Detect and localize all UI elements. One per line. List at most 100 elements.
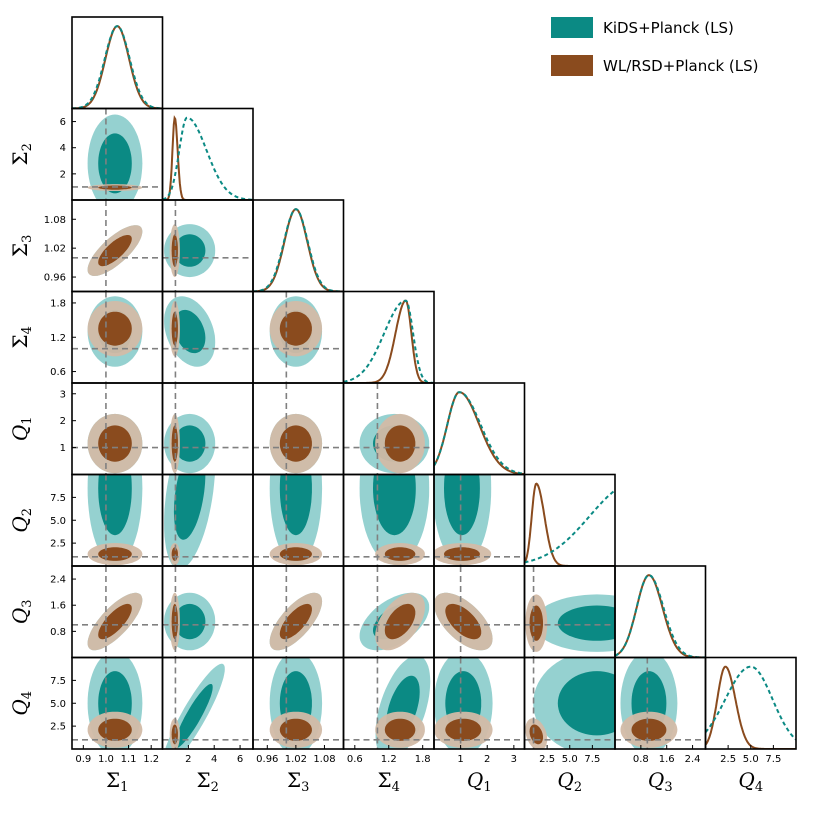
contour-panel-Q1-Q4 [434, 657, 525, 749]
y-tick-label-S3: 0.96 [44, 273, 66, 284]
contour-panel-S4-Q2 [343, 474, 434, 566]
wl-marginal-Q2 [524, 482, 615, 566]
x-axis-label-Q2: Q2 [557, 768, 582, 795]
wl-inner-contour-S3-Q3 [279, 603, 312, 640]
wl-inner-contour-S3-Q2 [279, 547, 312, 561]
kids-marginal-S4 [343, 299, 434, 383]
wl-marginal-S2 [162, 115, 253, 200]
y-tick-label-S3: 1.02 [44, 244, 66, 255]
panel-frame-S3-S3 [252, 199, 345, 293]
y-tick-label-Q4: 5.0 [50, 699, 66, 710]
kids-inner-contour-S2-S3 [173, 234, 206, 267]
wl-inner-contour-Q1-Q3 [445, 603, 482, 640]
x-axis-label-S1: Σ1 [106, 768, 128, 795]
wl-inner-contour-Q2-Q3 [529, 605, 543, 641]
y-tick-label-S3: 1.08 [44, 215, 66, 226]
x-tick-label-S2: 4 [211, 754, 217, 765]
marginal-panel-S3 [253, 208, 344, 292]
marginal-panel-Q1 [434, 391, 525, 475]
x-tick-label-Q3: 0.8 [633, 754, 649, 765]
panel-frame-Q4-Q4 [704, 656, 797, 750]
wl-inner-contour-S1-S4 [98, 311, 132, 346]
contour-panel-Q2-Q4 [524, 657, 615, 749]
wl-inner-contour-S3-Q1 [279, 425, 312, 462]
kids-marginal-S1 [72, 25, 163, 109]
kids-marginal-Q4 [705, 665, 796, 741]
contour-panel-S3-Q1 [253, 383, 344, 475]
panel-frame-Q3-Q3 [614, 565, 707, 659]
y-tick-label-Q2: 2.5 [50, 539, 66, 550]
wl-inner-contour-S1-Q4 [98, 718, 132, 741]
x-tick-label-S2: 6 [237, 754, 243, 765]
kids-marginal-Q2 [524, 489, 615, 564]
y-tick-label-Q1: 2 [60, 416, 66, 427]
x-tick-label-Q3: 1.6 [659, 754, 675, 765]
contour-panel-S3-S4 [253, 291, 344, 383]
kids-inner-contour-S2-S4 [173, 309, 206, 354]
wl-inner-contour-S4-Q4 [384, 718, 416, 741]
kids-marginal-Q3 [615, 574, 706, 658]
x-axis-label-S4: Σ4 [378, 768, 400, 795]
kids-inner-contour-Q2-Q3 [557, 605, 615, 641]
kids-inner-contour-S3-Q2 [279, 474, 312, 536]
contour-panel-S1-Q1 [72, 383, 163, 475]
marginal-panel-Q4 [705, 665, 796, 749]
contour-panel-S4-Q3 [343, 566, 434, 658]
wl-inner-contour-S1-Q2 [98, 547, 132, 561]
contour-panel-S1-S3 [72, 200, 163, 292]
y-tick-label-S2: 2 [60, 169, 66, 180]
x-tick-label-S1: 1.0 [98, 754, 114, 765]
y-tick-label-Q3: 2.4 [50, 575, 66, 586]
wl-inner-contour-Q3-Q4 [631, 718, 667, 741]
contour-panel-Q2-Q3 [524, 566, 615, 658]
kids-inner-contour-Q2-Q4 [557, 671, 615, 736]
marginal-panel-S4 [343, 299, 434, 383]
contour-panel-S3-Q4 [253, 657, 344, 749]
wl-inner-contour-S4-Q3 [384, 603, 416, 640]
y-axis-label-Q4: Q4 [8, 691, 35, 716]
marginal-panel-Q2 [524, 482, 615, 566]
y-axis-label-Q1: Q1 [8, 416, 35, 441]
kids-inner-contour-S4-Q2 [373, 474, 416, 536]
kids-inner-contour-Q1-Q2 [444, 474, 480, 536]
legend-label-0: KiDS+Planck (LS) [603, 19, 734, 37]
y-tick-label-Q1: 3 [60, 389, 66, 400]
contour-panel-S1-Q4 [72, 657, 163, 749]
y-tick-label-Q4: 2.5 [50, 722, 66, 733]
x-tick-label-Q1: 2 [484, 754, 490, 765]
contour-panel-S1-S2 [72, 108, 163, 200]
contour-panel-S1-Q2 [72, 474, 163, 566]
x-tick-label-S3: 1.02 [285, 754, 307, 765]
panel-frame-S1-S1 [71, 16, 164, 110]
kids-marginal-S2 [162, 116, 253, 200]
x-tick-label-S2: 2 [185, 754, 191, 765]
wl-inner-contour-S3-Q4 [279, 718, 312, 741]
contour-panel-S2-Q4 [162, 657, 253, 749]
wl-inner-contour-S4-Q1 [384, 425, 416, 462]
legend-swatch-1 [551, 55, 593, 76]
y-tick-label-Q3: 1.6 [50, 601, 66, 612]
contour-panel-Q1-Q2 [434, 474, 525, 566]
wl-marginal-Q4 [705, 665, 796, 749]
contour-panel-Q1-Q3 [434, 566, 525, 658]
x-axis-label-Q4: Q4 [738, 768, 763, 795]
kids-inner-contour-S2-Q1 [173, 425, 206, 462]
wl-marginal-Q1 [434, 391, 525, 475]
contour-panel-S3-Q3 [253, 566, 344, 658]
marginal-panel-S2 [162, 115, 253, 200]
wl-marginal-S1 [72, 25, 163, 109]
y-tick-label-Q2: 5.0 [50, 516, 66, 527]
x-tick-label-Q4: 7.5 [765, 754, 781, 765]
y-tick-label-S2: 4 [60, 143, 66, 154]
y-tick-label-S4: 0.6 [50, 367, 66, 378]
x-tick-label-S4: 1.2 [381, 754, 397, 765]
x-axis-label-Q1: Q1 [467, 768, 492, 795]
x-axis-label-S2: Σ2 [197, 768, 219, 795]
kids-inner-contour-S2-Q4 [174, 684, 213, 749]
contour-panel-Q3-Q4 [615, 657, 706, 749]
y-tick-label-S2: 6 [60, 117, 66, 128]
contour-panel-S2-S4 [162, 291, 253, 383]
legend-label-1: WL/RSD+Planck (LS) [603, 57, 759, 75]
